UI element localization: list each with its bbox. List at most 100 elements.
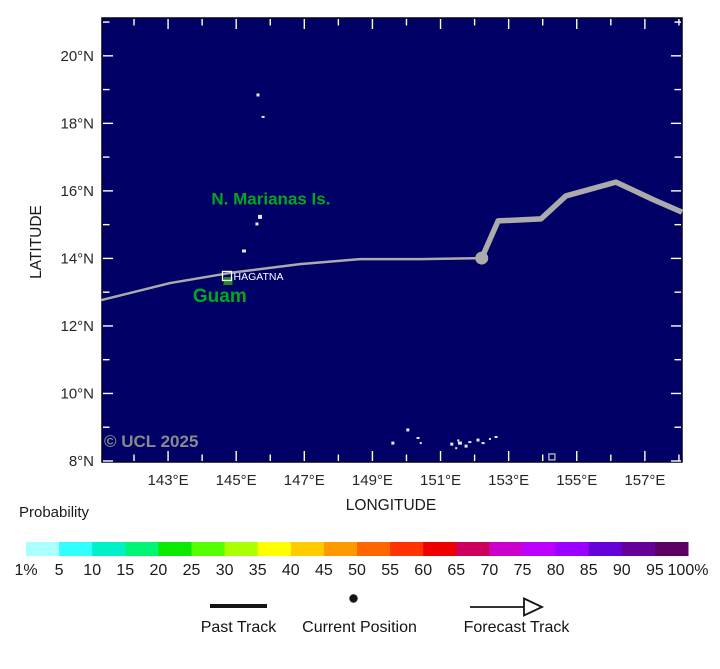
colorbar-segment — [26, 542, 60, 556]
lon-tick-label: 149°E — [352, 472, 393, 489]
colorbar-segment — [390, 542, 424, 556]
lat-tick-label: 12°N — [60, 318, 94, 335]
island-speck — [419, 442, 422, 445]
y-axis-title: LATITUDE — [28, 205, 45, 279]
town-marker-square-icon — [548, 453, 556, 461]
lon-tick-label: 143°E — [148, 472, 189, 489]
island-speck — [406, 428, 410, 432]
island-speck — [416, 437, 420, 440]
city-label: HAGATNA — [233, 271, 283, 283]
colorbar-segment — [59, 542, 93, 556]
lon-tick-label: 157°E — [624, 472, 665, 489]
place-label-guam: Guam — [193, 286, 247, 307]
colorbar-tick-label: 55 — [381, 562, 399, 579]
colorbar-tick-label: 100% — [668, 562, 709, 579]
island-speck — [261, 115, 265, 118]
forecast-track-legend-label: Forecast Track — [464, 619, 571, 636]
lat-tick-label: 14°N — [60, 250, 94, 267]
colorbar-segment — [555, 542, 590, 556]
lat-tick-label: 20°N — [60, 48, 94, 65]
colorbar-segment — [456, 542, 490, 556]
colorbar-tick-label: 65 — [447, 562, 465, 579]
lon-tick-label: 151°E — [420, 472, 461, 489]
island-speck — [255, 222, 259, 226]
lon-tick-label: 147°E — [284, 472, 325, 489]
x-axis-title: LONGITUDE — [346, 497, 436, 514]
colorbar-segment — [257, 542, 292, 556]
island-speck — [391, 441, 395, 445]
colorbar-tick-label: 40 — [282, 562, 300, 579]
island-speck — [488, 438, 491, 441]
colorbar-segment — [323, 542, 358, 556]
copyright-text: © UCL 2025 — [104, 432, 198, 451]
past-track-legend-label: Past Track — [201, 619, 278, 636]
island-speck — [242, 249, 247, 253]
colorbar-tick-label: 15 — [116, 562, 134, 579]
colorbar-segment — [158, 542, 192, 556]
axis-ticks-layer — [103, 19, 681, 462]
colorbar-segment — [290, 542, 325, 556]
colorbar-segment — [125, 542, 159, 556]
colorbar-tick-label: 80 — [547, 562, 565, 579]
lon-tick-label: 155°E — [556, 472, 597, 489]
island-speck — [468, 441, 472, 444]
city-marker-square-icon — [221, 270, 233, 282]
current-position-legend-dot — [349, 594, 358, 603]
colorbar-tick-label: 1% — [14, 562, 37, 579]
colorbar-segment — [423, 542, 457, 556]
storm-tracks-layer — [100, 179, 684, 302]
past-track-line — [100, 256, 483, 302]
current-position-legend-label: Current Position — [302, 619, 417, 636]
lat-tick-label: 16°N — [60, 183, 94, 200]
colorbar-segment — [522, 542, 557, 556]
lon-tick-label: 153°E — [488, 472, 529, 489]
colorbar-tick-label: 35 — [249, 562, 267, 579]
lat-tick-label: 8°N — [69, 453, 94, 470]
island-speck — [481, 442, 485, 445]
island-speck — [494, 436, 498, 439]
island-speck — [258, 214, 263, 219]
colorbar-tick-label: 90 — [613, 562, 631, 579]
probability-colorbar: 1% 5 10 15 20 25 30 35 40 45 50 55 60 65 70 75 80 85 90 95 1… — [14, 542, 708, 579]
island-speck — [450, 442, 454, 446]
colorbar-segment — [224, 542, 259, 556]
colorbar-tick-label: 85 — [580, 562, 598, 579]
colorbar-segment — [191, 542, 226, 556]
island-speck — [455, 447, 458, 450]
island-speck — [457, 441, 462, 445]
colorbar-segment — [489, 542, 523, 556]
track-legend: Past Track Current Position Forecast Tra… — [201, 594, 571, 636]
island-speck — [256, 93, 260, 97]
colorbar-tick-label: 50 — [348, 562, 366, 579]
colorbar-tick-label: 75 — [514, 562, 532, 579]
colorbar-tick-label: 60 — [414, 562, 432, 579]
colorbar-tick-label: 70 — [481, 562, 499, 579]
colorbar-tick-label: 20 — [150, 562, 168, 579]
island-speck — [464, 444, 468, 448]
forecast-track-line — [479, 179, 684, 260]
forecast-track-arrowhead-icon — [523, 597, 545, 617]
axis-tick-labels-layer: 143°E 145°E 147°E 149°E 151°E 153°E 155°E 157°E… — [60, 48, 665, 489]
map-area — [101, 17, 683, 463]
colorbar-tick-label: 95 — [646, 562, 664, 579]
colorbar-tick-label: 25 — [183, 562, 201, 579]
colorbar-segment — [92, 542, 126, 556]
colorbar-segment — [357, 542, 391, 556]
colorbar-tick-label: 30 — [216, 562, 234, 579]
place-label-n-marianas: N. Marianas Is. — [211, 189, 330, 208]
lat-tick-label: 18°N — [60, 115, 94, 132]
colorbar-tick-label: 45 — [315, 562, 333, 579]
lat-tick-label: 10°N — [60, 385, 94, 402]
lon-tick-label: 145°E — [216, 472, 257, 489]
colorbar-tick-label: 5 — [55, 562, 64, 579]
colorbar-segment — [654, 542, 689, 556]
colorbar-segment — [588, 542, 623, 556]
island-speck — [457, 439, 460, 442]
current-position-dot — [475, 251, 489, 265]
colorbar-title: Probability — [19, 504, 90, 521]
place-labels-layer: N. Marianas Is. Guam HAGATNA — [193, 189, 331, 307]
colorbar-tick-label: 10 — [83, 562, 101, 579]
colorbar-segment — [621, 542, 656, 556]
